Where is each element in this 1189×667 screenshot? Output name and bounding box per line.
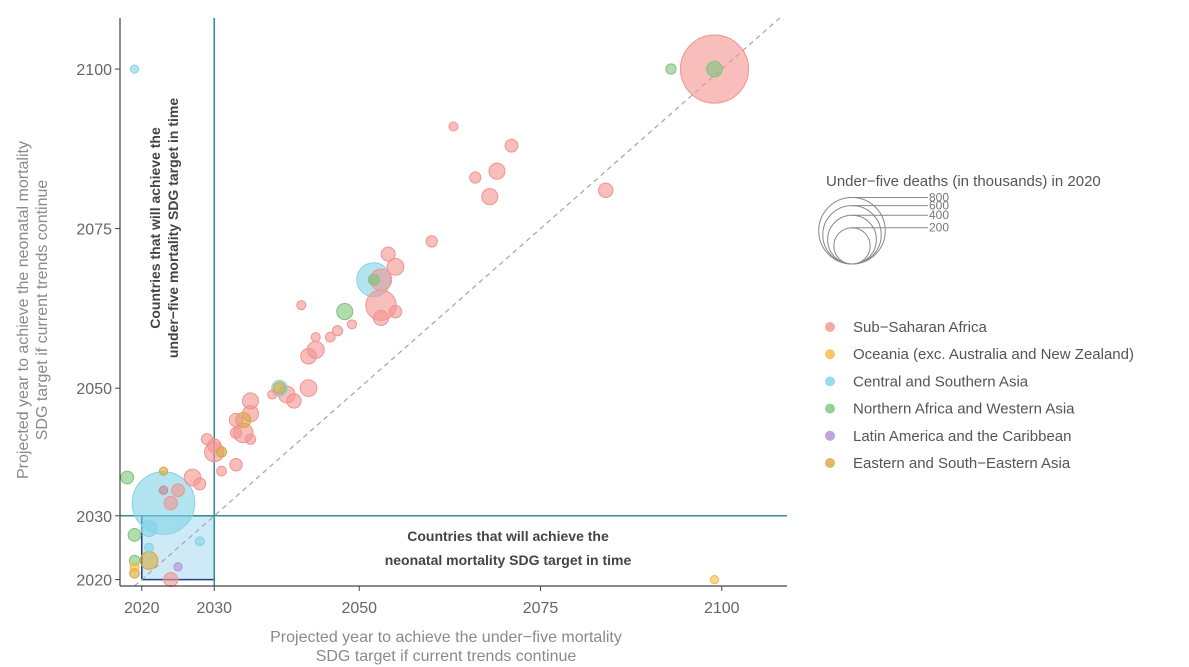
- legend-marker: [825, 458, 835, 468]
- data-point: [324, 331, 336, 343]
- data-point: [425, 235, 438, 248]
- reference-lines: [120, 17, 787, 587]
- data-point: [310, 332, 321, 343]
- data-point: [215, 446, 228, 458]
- size-legend-label: 600: [929, 199, 949, 213]
- data-point: [173, 562, 183, 572]
- data-point: [386, 258, 405, 276]
- data-point: [216, 465, 227, 477]
- data-points: [120, 34, 750, 588]
- data-point: [706, 60, 723, 78]
- data-point: [372, 309, 390, 326]
- y-tick-label: 2020: [76, 573, 112, 590]
- y-axis-ticks: 2020 2030 2050 2075 2100: [76, 62, 120, 590]
- legend-label: Northern Africa and Western Asia: [853, 401, 1075, 418]
- data-point: [469, 171, 482, 184]
- data-point: [598, 182, 614, 198]
- data-point: [336, 303, 354, 321]
- data-point: [158, 485, 169, 495]
- data-point: [299, 379, 318, 398]
- data-point: [380, 246, 396, 262]
- data-point: [244, 433, 257, 445]
- x-tick-label: 2020: [124, 600, 160, 617]
- data-point: [300, 347, 317, 365]
- legend-marker: [825, 430, 835, 441]
- axes: [119, 18, 787, 587]
- data-point: [488, 162, 506, 180]
- legend-label: Oceania (exc. Australia and New Zealand): [853, 346, 1134, 363]
- neonatal-annotation-line-2: neonatal mortality SDG target in time: [385, 552, 632, 568]
- size-legend-title: Under−five deaths (in thousands) in 2020: [826, 173, 1101, 190]
- size-legend-label: 200: [929, 221, 949, 235]
- legend-label: Central and Southern Asia: [853, 373, 1029, 390]
- data-point: [194, 536, 205, 547]
- data-point: [158, 466, 169, 476]
- x-axis-title-line-2: SDG target if current trends continue: [316, 648, 577, 665]
- data-point: [229, 458, 243, 472]
- under-five-annotation-line-2: under−five mortality SDG target in time: [165, 98, 181, 358]
- data-point: [139, 551, 159, 570]
- under-five-annotation-line-1: Countries that will achieve the: [147, 127, 163, 329]
- diagonal-reference-line: [134, 17, 781, 587]
- data-point: [331, 325, 344, 337]
- x-axis-title-line-1: Projected year to achieve the under−five…: [270, 629, 622, 646]
- size-legend-circle: [822, 205, 882, 265]
- y-tick-label: 2075: [76, 222, 112, 239]
- size-legend-label: 800: [929, 190, 949, 204]
- data-point: [367, 273, 380, 286]
- legend-marker: [825, 403, 835, 414]
- data-point: [127, 528, 142, 542]
- data-point: [665, 63, 677, 75]
- legend-label: Eastern and South−Eastern Asia: [853, 455, 1071, 472]
- x-tick-label: 2030: [196, 600, 232, 617]
- data-point: [286, 393, 302, 409]
- neonatal-annotation-line-1: Countries that will achieve the: [407, 528, 609, 544]
- data-point: [140, 520, 158, 538]
- data-point: [272, 381, 287, 395]
- data-point: [388, 304, 403, 319]
- data-point: [129, 64, 140, 74]
- size-legend-label: 400: [929, 208, 949, 222]
- x-tick-label: 2050: [341, 600, 377, 617]
- data-point: [120, 470, 135, 485]
- size-legend-circle: [833, 227, 871, 265]
- data-point: [229, 426, 243, 439]
- color-legend: Sub−Saharan Africa Oceania (exc. Australi…: [825, 319, 1134, 472]
- data-point: [346, 319, 358, 330]
- data-point: [448, 121, 459, 132]
- data-point: [143, 542, 155, 553]
- data-point: [129, 561, 140, 572]
- data-point: [200, 433, 214, 446]
- x-tick-label: 2075: [523, 600, 559, 617]
- legend-marker: [825, 349, 835, 360]
- y-axis-title-line-2: SDG target if current trends continue: [34, 180, 51, 441]
- data-point: [296, 300, 307, 311]
- x-axis-ticks: 2020 2030 2050 2075 2100: [124, 586, 740, 617]
- data-point: [171, 483, 185, 498]
- x-tick-label: 2100: [704, 600, 740, 617]
- legend-label: Sub−Saharan Africa: [853, 319, 988, 336]
- size-legend-circle: [818, 196, 886, 265]
- y-axis-title-line-1: Projected year to achieve the neonatal m…: [15, 141, 32, 479]
- data-point: [163, 572, 179, 588]
- data-point: [241, 392, 260, 410]
- legend-marker: [825, 322, 835, 332]
- data-point: [481, 188, 499, 206]
- data-point: [163, 495, 178, 511]
- data-point: [504, 138, 519, 153]
- legend-label: Latin America and the Caribbean: [853, 428, 1071, 445]
- data-point: [709, 575, 720, 585]
- data-point: [267, 389, 278, 400]
- data-point: [228, 412, 244, 428]
- legend-marker: [825, 376, 835, 387]
- y-tick-label: 2030: [76, 509, 112, 526]
- y-tick-label: 2050: [76, 381, 112, 398]
- y-tick-label: 2100: [76, 62, 112, 79]
- data-point: [193, 477, 207, 491]
